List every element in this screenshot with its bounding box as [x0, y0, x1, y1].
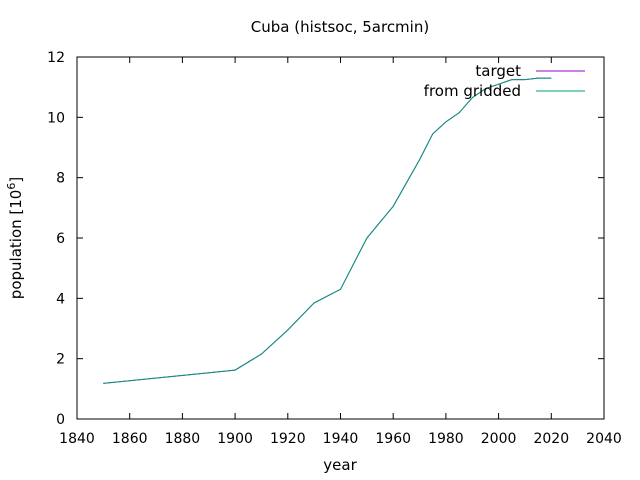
x-tick-label: 2040 — [586, 431, 622, 447]
x-tick-label: 1940 — [323, 431, 359, 447]
series-layer — [103, 77, 552, 384]
x-tick-label: 1860 — [112, 431, 148, 447]
plot-area — [76, 56, 605, 420]
y-axis-label-main: population [10 — [7, 190, 25, 300]
axis-ticks: 1840 1860 1880 1900 1920 1940 1960 1980 2000 2020… — [47, 50, 622, 447]
y-tick-label: 0 — [56, 412, 65, 428]
y-axis-label-close: ] — [7, 177, 25, 183]
legend-label: target — [475, 62, 521, 80]
plot-frame — [76, 56, 605, 420]
x-tick-label: 1900 — [217, 431, 253, 447]
x-axis-label: year — [323, 456, 357, 474]
legend: target from gridded — [424, 62, 585, 100]
x-tick-label: 2020 — [533, 431, 569, 447]
y-tick-label: 6 — [56, 231, 65, 247]
x-tick-label: 1960 — [375, 431, 411, 447]
y-tick-label: 2 — [56, 352, 65, 368]
y-tick-label: 8 — [56, 171, 65, 187]
y-axis-label-exponent: 6 — [5, 183, 18, 190]
x-tick-label: 1980 — [428, 431, 464, 447]
x-tick-label: 1880 — [165, 431, 201, 447]
y-axis-label: population [106] — [5, 177, 25, 299]
chart-title: Cuba (histsoc, 5arcmin) — [251, 18, 429, 36]
series-line-target — [103, 77, 552, 384]
legend-label: from gridded — [424, 82, 521, 100]
x-tick-label: 2000 — [481, 431, 517, 447]
x-tick-label: 1920 — [270, 431, 306, 447]
y-tick-label: 12 — [47, 50, 65, 66]
series-line-from-gridded — [103, 77, 552, 384]
x-tick-label: 1840 — [59, 431, 95, 447]
y-tick-label: 4 — [56, 291, 65, 307]
y-tick-label: 10 — [47, 110, 65, 126]
